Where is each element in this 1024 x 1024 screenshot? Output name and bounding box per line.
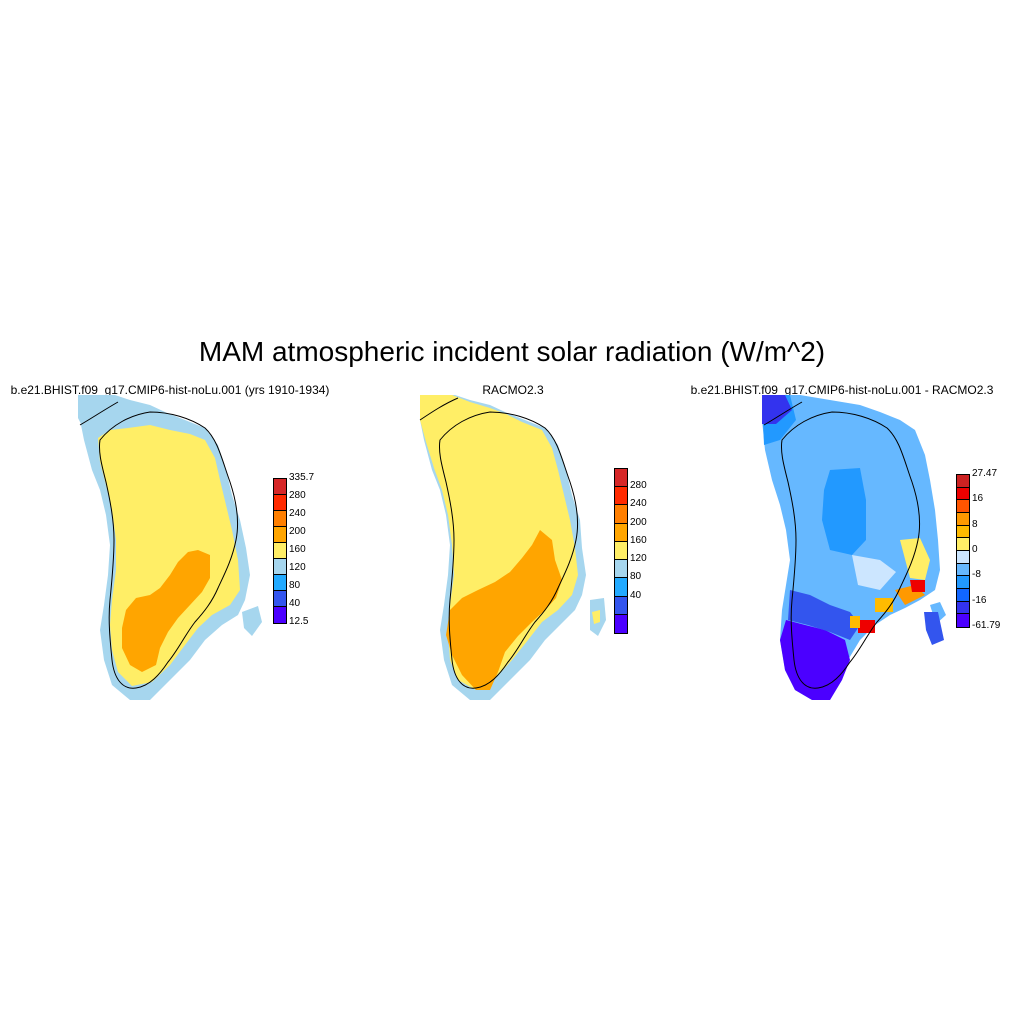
colorbar-tick-label: 27.47 [972, 468, 998, 479]
colorbar-swatch [957, 588, 969, 602]
colorbar-swatch [957, 500, 969, 513]
colorbar-swatch [274, 543, 286, 559]
map-racmo [419, 395, 606, 700]
colorbar-swatch [957, 576, 969, 589]
model-canada-fragment [78, 395, 118, 430]
colorbar-swatch [615, 614, 627, 633]
colorbar-swatch [615, 596, 627, 615]
panel-title-racmo: RACMO2.3 [482, 383, 544, 397]
difference-coastline [781, 411, 921, 689]
colorbar-racmo [614, 468, 628, 634]
colorbar-tick-label: 80 [289, 580, 301, 591]
colorbar-swatch [957, 475, 969, 488]
colorbar-tick-label: -61.79 [972, 620, 1001, 631]
racmo-island-core [592, 610, 600, 624]
colorbar-tick-label: 160 [289, 544, 306, 555]
colorbar-swatch [615, 469, 627, 488]
colorbar-tick-label: 280 [289, 490, 306, 501]
colorbar-tick-label: 240 [289, 508, 306, 519]
colorbar-swatch [274, 559, 286, 575]
map-difference [762, 395, 946, 700]
colorbar-swatch [957, 550, 969, 564]
colorbar-swatch [274, 607, 286, 623]
colorbar-swatch [957, 487, 969, 501]
colorbar-difference [956, 474, 970, 628]
difference-field [762, 395, 946, 700]
colorbar-swatch [274, 527, 286, 543]
colorbar-swatch [957, 538, 969, 551]
difference-canada-coast [763, 401, 803, 426]
colorbar-swatch [615, 523, 627, 542]
colorbar-tick-label: 16 [972, 493, 984, 505]
colorbar-swatch [615, 487, 627, 506]
model-ice-field [80, 395, 250, 700]
colorbar-tick-label: 120 [289, 562, 306, 573]
colorbar-tick-label: 40 [289, 598, 301, 609]
colorbar-tick-label: 120 [630, 553, 647, 565]
model-island-fragment [242, 606, 262, 636]
colorbar-swatch [274, 479, 286, 495]
figure-title: MAM atmospheric incident solar radiation… [198, 336, 826, 367]
colorbar-swatch [957, 563, 969, 577]
colorbar-swatch [274, 591, 286, 607]
colorbar-tick-label: 200 [289, 526, 306, 537]
model-coastline [99, 411, 239, 689]
map-model [78, 395, 262, 700]
racmo-canada-coast [419, 397, 459, 421]
colorbar-swatch [615, 560, 627, 579]
colorbar-tick-label: 80 [630, 571, 642, 583]
colorbar-swatch [615, 541, 627, 561]
colorbar-tick-label: 240 [630, 498, 647, 510]
colorbar-swatch [957, 614, 969, 627]
colorbar-model [273, 478, 287, 624]
colorbar-tick-label: -8 [972, 569, 981, 581]
colorbar-tick-label: 12.5 [289, 616, 309, 627]
colorbar-tick-label: 200 [630, 516, 647, 528]
colorbar-swatch [957, 512, 969, 526]
racmo-ice-field [420, 395, 586, 700]
colorbar-tick-label: 280 [630, 480, 647, 492]
colorbar-tick-label: 0 [972, 544, 978, 555]
colorbar-swatch [274, 495, 286, 511]
panel-title-difference: b.e21.BHIST.f09_g17.CMIP6-hist-noLu.001 … [690, 383, 994, 397]
colorbar-tick-label: -16 [972, 594, 987, 606]
colorbar-swatch [957, 601, 969, 615]
colorbar-tick-label: 160 [630, 534, 647, 546]
colorbar-tick-label: 8 [972, 518, 978, 530]
colorbar-swatch [274, 575, 286, 591]
colorbar-swatch [274, 511, 286, 527]
colorbar-swatch [957, 525, 969, 539]
colorbar-tick-label: 335.7 [289, 472, 315, 483]
colorbar-swatch [615, 578, 627, 597]
model-canada-coast [79, 401, 119, 426]
panel-title-model: b.e21.BHIST.f09_g17.CMIP6-hist-noLu.001 … [10, 383, 330, 397]
colorbar-swatch [615, 505, 627, 524]
racmo-coastline [439, 411, 579, 689]
colorbar-tick-label: 40 [630, 589, 642, 601]
